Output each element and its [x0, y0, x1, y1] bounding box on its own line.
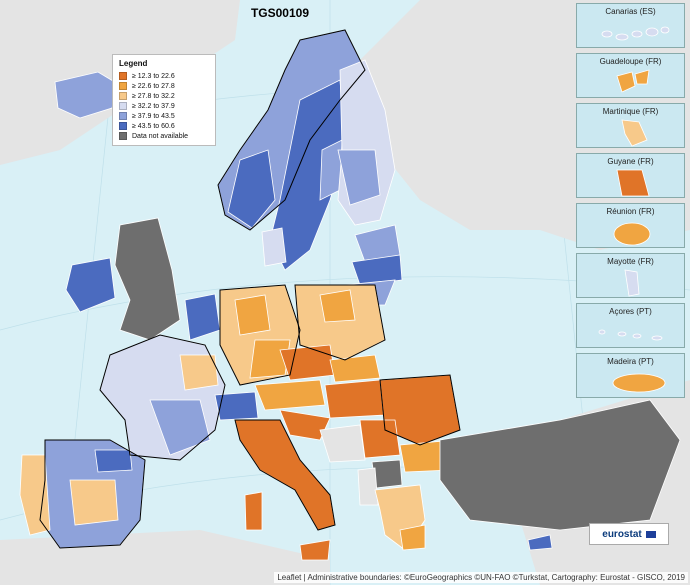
region-benelux[interactable]: [184, 293, 221, 341]
region-czechia[interactable]: [279, 344, 336, 381]
region-ireland[interactable]: [65, 257, 116, 313]
inset-label: Canarias (ES): [605, 7, 656, 16]
inset-canarias[interactable]: Canarias (ES): [576, 3, 685, 48]
region-france-east[interactable]: [179, 354, 219, 391]
region-turkey[interactable]: [439, 399, 681, 531]
legend-item: ≥ 27.8 to 32.2: [119, 91, 209, 101]
region-spain-central[interactable]: [69, 479, 119, 526]
region-sicily[interactable]: [299, 539, 331, 561]
legend-label: ≥ 32.2 to 37.9: [132, 102, 175, 110]
region-finland-south[interactable]: [337, 149, 381, 206]
legend-label: ≥ 22.6 to 27.8: [132, 82, 175, 90]
legend-item: ≥ 22.6 to 27.8: [119, 81, 209, 91]
inset-mayotte-shape: [624, 269, 640, 297]
inset-label: Mayotte (FR): [607, 257, 654, 266]
inset-mayotte[interactable]: Mayotte (FR): [576, 253, 685, 298]
region-germany-north[interactable]: [234, 294, 271, 336]
region-switzerland[interactable]: [214, 391, 259, 421]
map-attribution[interactable]: Leaflet | Administrative boundaries: ©Eu…: [274, 572, 688, 583]
region-greece-south[interactable]: [399, 524, 426, 551]
legend-swatch: [119, 132, 127, 140]
legend-item: ≥ 12.3 to 22.6: [119, 71, 209, 81]
legend-label: ≥ 37.9 to 43.5: [132, 112, 175, 120]
region-hungary[interactable]: [324, 379, 386, 419]
legend-swatch: [119, 122, 127, 130]
region-norway-west[interactable]: [227, 149, 276, 229]
region-denmark[interactable]: [261, 227, 287, 267]
legend-item: ≥ 37.9 to 43.5: [119, 111, 209, 121]
legend-swatch: [119, 72, 127, 80]
inset-madeira[interactable]: Madeira (PT): [576, 353, 685, 398]
inset-reunion-shape: [613, 222, 651, 246]
region-germany-south[interactable]: [249, 339, 291, 379]
region-croatia[interactable]: [279, 409, 331, 441]
inset-label: Guadeloupe (FR): [599, 57, 662, 66]
country-borders: [39, 29, 461, 549]
inset-label: Martinique (FR): [602, 107, 659, 116]
region-poland-central[interactable]: [319, 289, 356, 323]
legend-label: Data not available: [132, 132, 189, 140]
region-sardinia[interactable]: [244, 491, 263, 531]
inset-madeira-shape: [612, 373, 666, 393]
region-serbia[interactable]: [359, 419, 401, 459]
inset-martinique-shape: [621, 119, 648, 147]
inset-reunion[interactable]: Réunion (FR): [576, 203, 685, 248]
inset-martinique[interactable]: Martinique (FR): [576, 103, 685, 148]
region-latvia[interactable]: [351, 254, 403, 286]
inset-guadeloupe[interactable]: Guadeloupe (FR): [576, 53, 685, 98]
map-legend: Legend ≥ 12.3 to 22.6 ≥ 22.6 to 27.8 ≥ 2…: [112, 54, 216, 146]
legend-swatch: [119, 112, 127, 120]
legend-label: ≥ 27.8 to 32.2: [132, 92, 175, 100]
region-portugal[interactable]: [19, 454, 51, 536]
region-spain-north[interactable]: [94, 449, 133, 473]
legend-swatch: [119, 102, 127, 110]
inset-guyane[interactable]: Guyane (FR): [576, 153, 685, 198]
inset-label: Açores (PT): [609, 307, 652, 316]
inset-guyane-shape: [616, 169, 650, 197]
legend-item: ≥ 43.5 to 60.6: [119, 121, 209, 131]
eu-flag-icon: [645, 530, 656, 538]
legend-title: Legend: [119, 59, 148, 68]
inset-label: Madeira (PT): [607, 357, 654, 366]
inset-label: Réunion (FR): [606, 207, 655, 216]
region-bosnia[interactable]: [319, 424, 366, 463]
legend-label: ≥ 12.3 to 22.6: [132, 72, 175, 80]
eurostat-logo[interactable]: eurostat: [589, 523, 669, 545]
inset-acores[interactable]: Açores (PT): [576, 303, 685, 348]
region-austria[interactable]: [254, 379, 326, 411]
inset-acores-shape: [598, 329, 663, 341]
legend-label: ≥ 43.5 to 60.6: [132, 122, 175, 130]
region-france-south[interactable]: [149, 399, 211, 456]
eurostat-logo-text: eurostat: [602, 528, 642, 540]
inset-canarias-shape: [601, 26, 670, 41]
region-united-kingdom[interactable]: [114, 217, 181, 341]
inset-label: Guyane (FR): [607, 157, 654, 166]
legend-item: ≥ 32.2 to 37.9: [119, 101, 209, 111]
region-albania[interactable]: [357, 467, 379, 506]
map-title: TGS00109: [250, 6, 310, 20]
inset-guadeloupe-shape: [616, 69, 650, 93]
legend-item: Data not available: [119, 131, 209, 141]
region-cyprus[interactable]: [527, 534, 553, 551]
legend-swatch: [119, 82, 127, 90]
legend-swatch: [119, 92, 127, 100]
region-slovakia[interactable]: [329, 354, 381, 383]
